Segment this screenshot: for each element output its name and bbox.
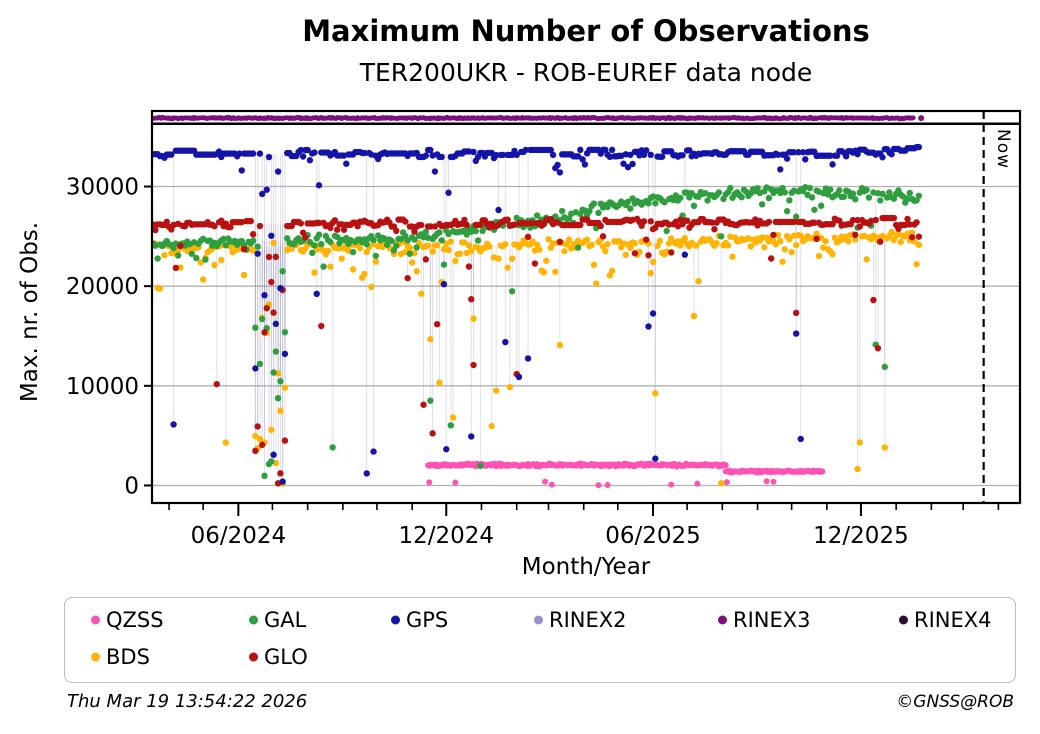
legend-box: QZSS GAL GPS RINEX2 RINEX3 RINEX4 BDS GLO	[64, 597, 1016, 683]
legend-label: GAL	[264, 608, 307, 632]
legend-marker-rinex2	[534, 615, 543, 625]
legend-label: GPS	[406, 608, 449, 632]
chart-subtitle: TER200UKR - ROB-EUREF data node	[359, 58, 813, 87]
x-axis-label: Month/Year	[521, 554, 651, 580]
svg-text:20000: 20000	[66, 274, 139, 300]
legend-marker-glo	[249, 652, 258, 662]
legend-label: BDS	[106, 645, 150, 669]
copyright-credit: ©GNSS@ROB	[896, 692, 1014, 712]
legend-label: RINEX2	[549, 608, 627, 632]
legend-label: RINEX3	[733, 608, 811, 632]
legend-marker-rinex3	[718, 615, 727, 625]
legend-marker-qzss	[91, 615, 100, 625]
legend-label: RINEX4	[914, 608, 992, 632]
now-marker-label: Now	[993, 129, 1013, 170]
legend-marker-rinex4	[899, 615, 908, 625]
svg-text:12/2024: 12/2024	[398, 523, 494, 549]
svg-text:30000: 30000	[66, 175, 139, 201]
legend-marker-gal	[249, 615, 258, 625]
svg-text:10000: 10000	[66, 374, 139, 400]
legend-marker-gps	[391, 615, 400, 625]
plot-timestamp: Thu Mar 19 13:54:22 2026	[67, 691, 308, 712]
legend-label: QZSS	[106, 608, 164, 632]
legend-label: GLO	[264, 645, 308, 669]
svg-text:0: 0	[124, 473, 139, 499]
svg-text:06/2025: 06/2025	[605, 523, 701, 549]
svg-text:12/2025: 12/2025	[813, 523, 909, 549]
chart-title: Maximum Number of Observations	[302, 14, 870, 48]
svg-text:06/2024: 06/2024	[191, 523, 287, 549]
legend-marker-bds	[91, 652, 100, 662]
